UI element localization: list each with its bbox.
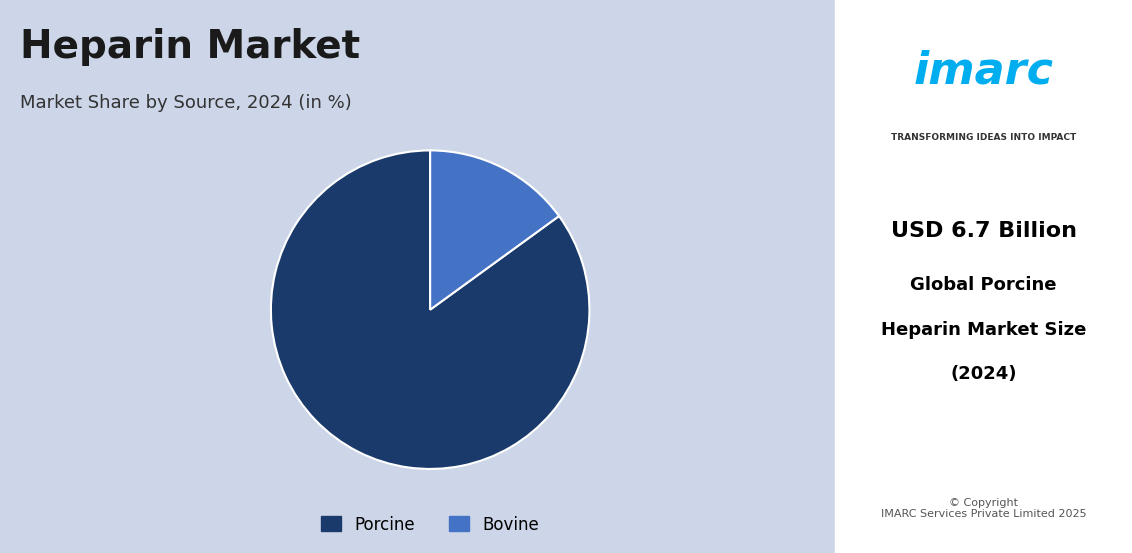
Text: Heparin Market: Heparin Market [20, 28, 360, 66]
Text: Global Porcine: Global Porcine [910, 276, 1057, 295]
Legend: Porcine, Bovine: Porcine, Bovine [315, 509, 546, 540]
Text: (2024): (2024) [951, 365, 1017, 383]
Wedge shape [271, 150, 590, 469]
Text: imarc: imarc [914, 50, 1054, 93]
Text: Heparin Market Size: Heparin Market Size [881, 321, 1087, 339]
Text: TRANSFORMING IDEAS INTO IMPACT: TRANSFORMING IDEAS INTO IMPACT [891, 133, 1077, 142]
Text: Market Share by Source, 2024 (in %): Market Share by Source, 2024 (in %) [20, 94, 352, 112]
Wedge shape [430, 150, 559, 310]
Text: USD 6.7 Billion: USD 6.7 Billion [891, 221, 1077, 241]
Text: © Copyright
IMARC Services Private Limited 2025: © Copyright IMARC Services Private Limit… [881, 498, 1087, 519]
